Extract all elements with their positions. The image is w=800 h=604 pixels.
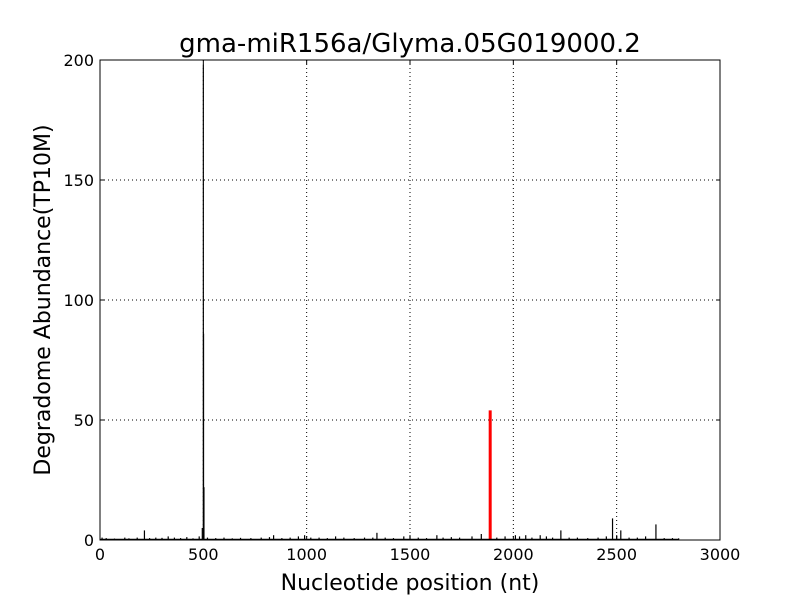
- x-tick-label: 1500: [390, 545, 431, 564]
- x-tick-label: 3000: [700, 545, 741, 564]
- x-axis-label: Nucleotide position (nt): [281, 571, 540, 596]
- x-tick-label: 2000: [493, 545, 534, 564]
- y-tick-label: 0: [84, 531, 94, 550]
- y-tick-label: 100: [63, 291, 94, 310]
- x-tick-label: 500: [188, 545, 219, 564]
- x-tick-label: 0: [95, 545, 105, 564]
- y-tick-label: 50: [74, 411, 94, 430]
- chart-title: gma-miR156a/Glyma.05G019000.2: [179, 29, 641, 59]
- y-tick-label: 150: [63, 171, 94, 190]
- y-axis-label: Degradome Abundance(TP10M): [31, 124, 56, 475]
- y-tick-label: 200: [63, 51, 94, 70]
- plot-frame: [99, 59, 721, 541]
- x-tick-label: 1000: [286, 545, 327, 564]
- x-tick-label: 2500: [596, 545, 637, 564]
